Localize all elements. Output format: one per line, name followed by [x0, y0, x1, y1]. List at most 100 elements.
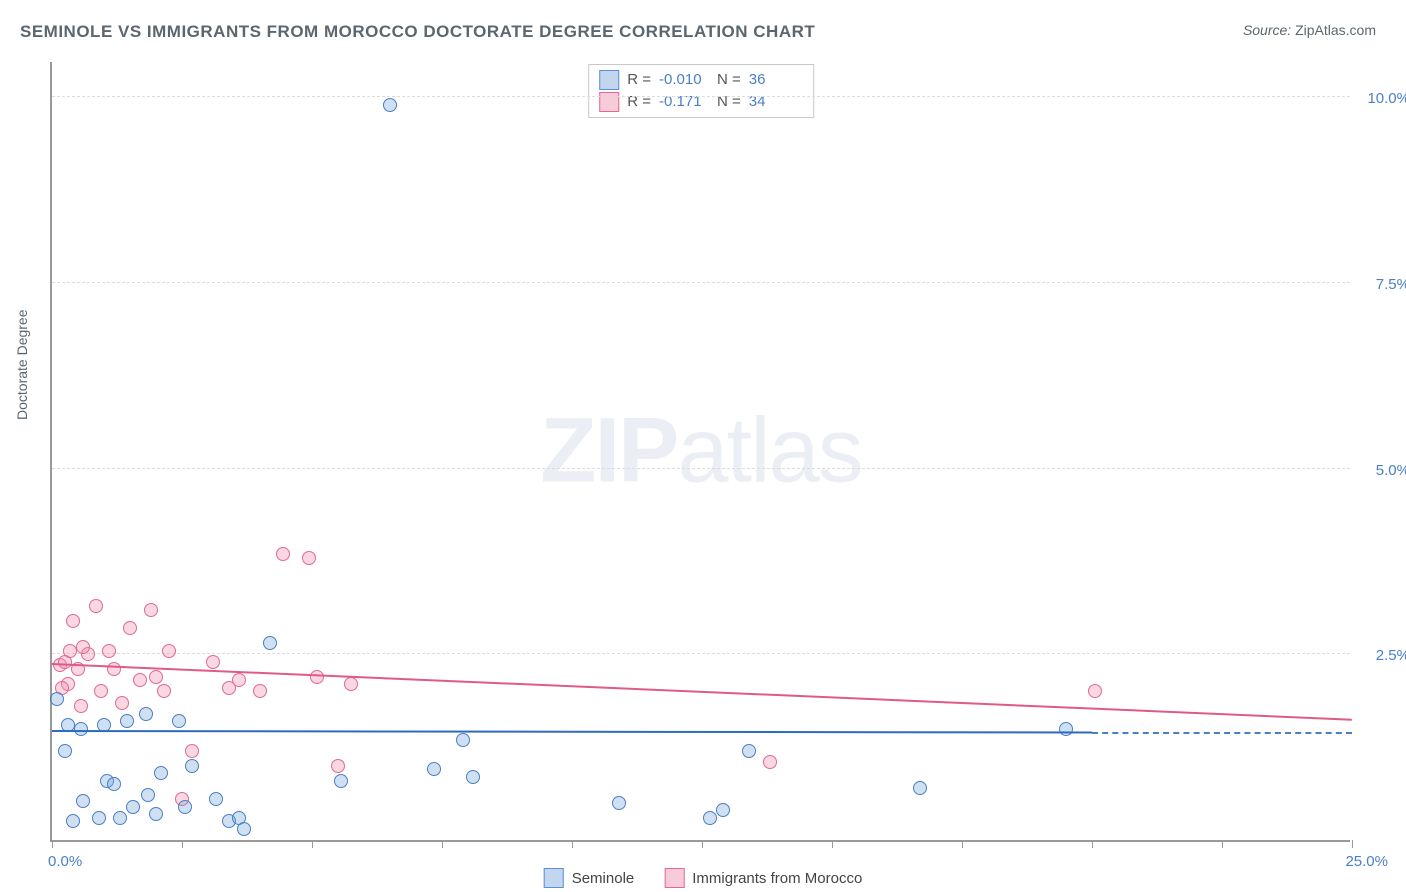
chart-title: SEMINOLE VS IMMIGRANTS FROM MOROCCO DOCT…	[20, 22, 815, 42]
n-value: 36	[749, 69, 799, 91]
legend-row: R = -0.171 N = 34	[599, 91, 799, 113]
series-legend: Seminole Immigrants from Morocco	[544, 868, 863, 888]
data-point	[94, 684, 108, 698]
trend-line	[1092, 732, 1352, 734]
data-point	[115, 696, 129, 710]
source-value: ZipAtlas.com	[1295, 22, 1376, 38]
data-point	[716, 803, 730, 817]
data-point	[466, 770, 480, 784]
data-point	[50, 692, 64, 706]
data-point	[162, 644, 176, 658]
n-value: 34	[749, 91, 799, 113]
swatch-icon	[664, 868, 684, 888]
x-tick	[312, 840, 313, 848]
data-point	[133, 673, 147, 687]
data-point	[149, 670, 163, 684]
data-point	[383, 98, 397, 112]
data-point	[66, 614, 80, 628]
xmax-label: 25.0%	[1345, 853, 1388, 870]
data-point	[703, 811, 717, 825]
grid-line	[52, 468, 1350, 469]
x-tick	[962, 840, 963, 848]
x-tick	[1092, 840, 1093, 848]
data-point	[149, 807, 163, 821]
data-point	[302, 551, 316, 565]
grid-line	[52, 282, 1350, 283]
data-point	[123, 621, 137, 635]
data-point	[157, 684, 171, 698]
n-label: N =	[717, 91, 741, 113]
data-point	[141, 788, 155, 802]
trend-line	[52, 730, 1092, 733]
r-value: -0.010	[659, 69, 709, 91]
data-point	[154, 766, 168, 780]
data-point	[92, 811, 106, 825]
data-point	[113, 811, 127, 825]
data-point	[612, 796, 626, 810]
watermark: ZIPatlas	[540, 399, 861, 504]
data-point	[178, 800, 192, 814]
legend-row: R = -0.010 N = 36	[599, 69, 799, 91]
watermark-atlas: atlas	[677, 400, 861, 502]
x-tick	[442, 840, 443, 848]
data-point	[185, 759, 199, 773]
data-point	[427, 762, 441, 776]
data-point	[1059, 722, 1073, 736]
data-point	[126, 800, 140, 814]
grid-line	[52, 96, 1350, 97]
x-tick	[1352, 840, 1353, 848]
x-tick	[182, 840, 183, 848]
grid-line	[52, 653, 1350, 654]
y-tick-label: 2.5%	[1360, 647, 1406, 664]
data-point	[58, 744, 72, 758]
legend-item: Seminole	[544, 868, 635, 888]
legend-item: Immigrants from Morocco	[664, 868, 862, 888]
legend-label: Immigrants from Morocco	[692, 870, 862, 887]
y-axis-label: Doctorate Degree	[14, 309, 30, 420]
data-point	[263, 636, 277, 650]
data-point	[763, 755, 777, 769]
data-point	[102, 644, 116, 658]
r-label: R =	[627, 91, 651, 113]
r-label: R =	[627, 69, 651, 91]
y-tick-label: 10.0%	[1360, 90, 1406, 107]
watermark-zip: ZIP	[540, 400, 677, 502]
plot-area: ZIPatlas R = -0.010 N = 36 R = -0.171 N …	[50, 62, 1350, 842]
data-point	[206, 655, 220, 669]
data-point	[139, 707, 153, 721]
data-point	[237, 822, 251, 836]
legend-label: Seminole	[572, 870, 635, 887]
r-value: -0.171	[659, 91, 709, 113]
source-attribution: Source: ZipAtlas.com	[1243, 22, 1376, 38]
correlation-legend: R = -0.010 N = 36 R = -0.171 N = 34	[588, 64, 814, 118]
data-point	[232, 673, 246, 687]
data-point	[253, 684, 267, 698]
data-point	[66, 814, 80, 828]
x-tick	[572, 840, 573, 848]
x-tick	[702, 840, 703, 848]
data-point	[74, 722, 88, 736]
data-point	[120, 714, 134, 728]
data-point	[185, 744, 199, 758]
data-point	[172, 714, 186, 728]
data-point	[1088, 684, 1102, 698]
data-point	[276, 547, 290, 561]
data-point	[144, 603, 158, 617]
data-point	[107, 662, 121, 676]
data-point	[89, 599, 103, 613]
data-point	[63, 644, 77, 658]
data-point	[456, 733, 470, 747]
x-tick	[52, 840, 53, 848]
data-point	[344, 677, 358, 691]
swatch-icon	[599, 70, 619, 90]
data-point	[76, 640, 90, 654]
data-point	[209, 792, 223, 806]
trend-line	[52, 663, 1352, 721]
x-tick	[1222, 840, 1223, 848]
n-label: N =	[717, 69, 741, 91]
data-point	[913, 781, 927, 795]
swatch-icon	[599, 92, 619, 112]
source-label: Source:	[1243, 22, 1291, 38]
data-point	[331, 759, 345, 773]
data-point	[74, 699, 88, 713]
